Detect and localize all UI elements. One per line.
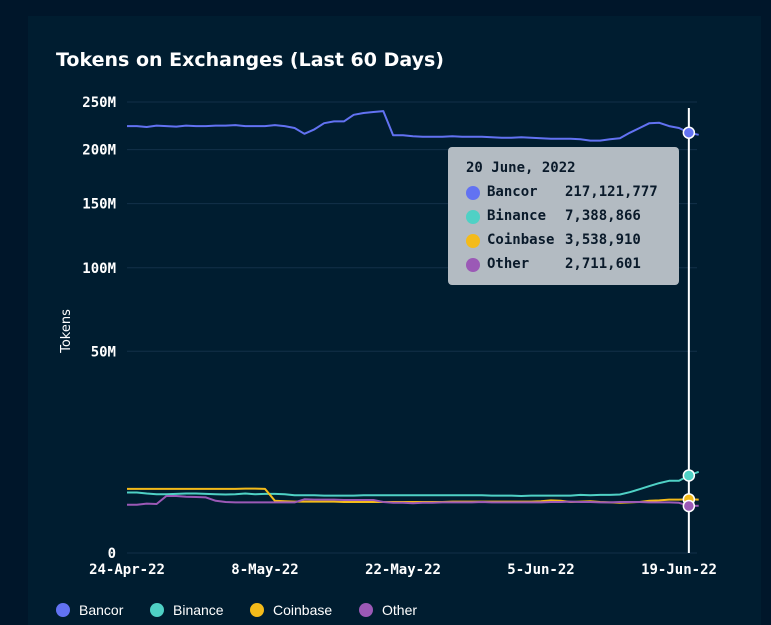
y-tick-label: 200M [82,143,116,159]
hover-point-bancor [682,126,696,139]
other-dot-icon [466,258,480,272]
series-line-other [127,495,699,507]
chart-card [28,16,761,625]
tooltip-series-name: Coinbase [487,232,555,248]
bancor-dot-icon [56,603,70,617]
coinbase-dot-icon [466,234,480,248]
chart-title: Tokens on Exchanges (Last 60 Days) [56,49,444,71]
x-axis: 24-Apr-22 8-May-22 22-May-22 5-Jun-22 19-Jun… [89,562,717,578]
y-tick-label: 250M [82,95,116,111]
tooltip-series-value: 7,388,866 [565,208,641,224]
hover-points [682,126,696,513]
y-axis-label: Tokens [59,309,74,354]
other-dot-icon [359,603,373,617]
series-line-binance [127,470,700,497]
x-tick-label: 8-May-22 [231,562,298,578]
series-lines [127,110,700,507]
hover-point-other [682,499,696,513]
tooltip-series-value: 3,538,910 [565,232,641,248]
y-axis: 0 50M 100M 150M 200M 250M [82,95,116,562]
legend-label: Coinbase [273,602,333,618]
bancor-dot-icon [466,186,480,200]
tooltip-series-name: Binance [487,208,547,224]
coinbase-dot-icon [250,603,264,617]
tooltip-date: 20 June, 2022 [466,160,576,176]
tooltip-series-value: 2,711,601 [565,256,641,272]
x-tick-label: 19-Jun-22 [641,562,717,578]
y-tick-label: 150M [82,197,116,213]
legend-label: Binance [173,602,224,618]
tooltip-series-name: Other [487,256,530,272]
y-tick-label: 50M [91,344,116,360]
tooltip-series-name: Bancor [487,184,538,200]
tooltip-series-value: 217,121,777 [565,184,658,200]
hover-point-binance [682,469,696,482]
legend-label: Other [382,602,418,618]
tooltip: 20 June, 2022 Bancor 217,121,777 Binance… [448,147,679,285]
x-tick-label: 5-Jun-22 [507,562,574,578]
series-line-bancor [127,110,699,142]
y-tick-label: 0 [108,546,116,562]
x-tick-label: 22-May-22 [365,562,441,578]
legend-label: Bancor [79,602,124,618]
y-tick-label: 100M [82,261,116,277]
binance-dot-icon [150,603,164,617]
binance-dot-icon [466,210,480,224]
x-tick-label: 24-Apr-22 [89,562,165,578]
